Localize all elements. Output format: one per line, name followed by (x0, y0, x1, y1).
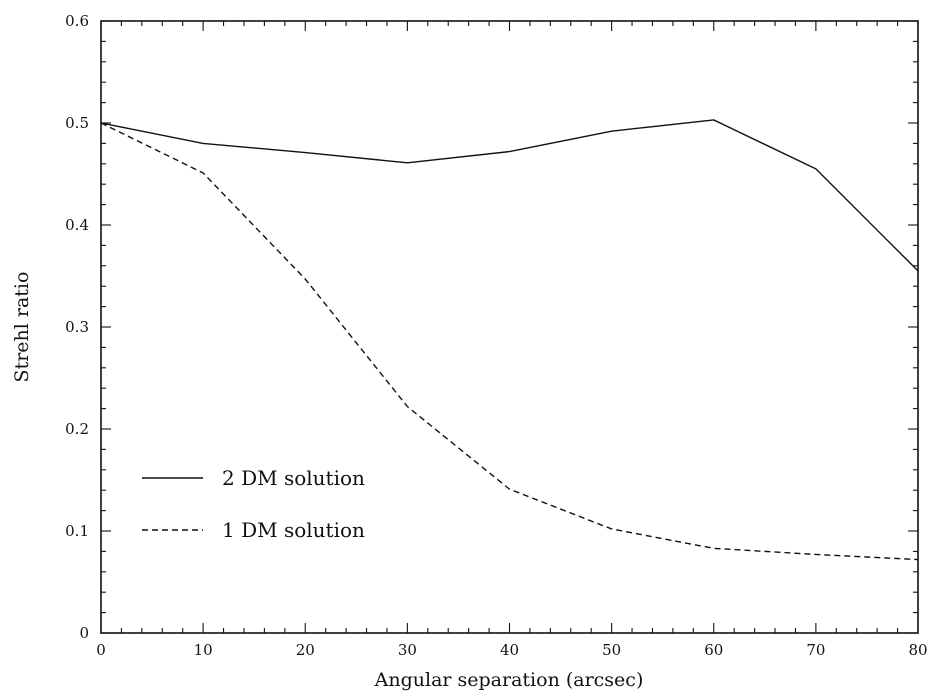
x-axis-title: Angular separation (arcsec) (374, 669, 644, 691)
y-tick-label: 0.6 (65, 12, 89, 30)
x-tick-label: 80 (908, 641, 927, 659)
legend-label-1: 2 DM solution (222, 466, 365, 490)
y-tick-label: 0.3 (65, 318, 89, 336)
series-lines (100, 119, 919, 561)
tick-labels: 0 10 20 30 40 50 60 70 80 0 0.1 0.2 0.3 0.4 0.5 0.6 (65, 12, 927, 659)
y-tick-label: 0.5 (65, 114, 89, 132)
legend: 2 DM solution 1 DM solution (142, 466, 365, 542)
y-tick-label: 0.1 (65, 522, 89, 540)
y-tick-label: 0 (79, 624, 89, 642)
series-line-1 (100, 119, 919, 272)
series-line-2 (100, 122, 919, 561)
legend-label-2: 1 DM solution (222, 518, 365, 542)
x-tick-label: 40 (500, 641, 519, 659)
x-tick-label: 30 (398, 641, 417, 659)
y-tick-label: 0.4 (65, 216, 89, 234)
x-tick-label: 10 (194, 641, 213, 659)
x-tick-label: 0 (96, 641, 106, 659)
x-tick-label: 50 (602, 641, 621, 659)
y-axis-title: Strehl ratio (11, 272, 33, 383)
x-tick-label: 60 (704, 641, 723, 659)
axis-ticks (100, 20, 919, 634)
x-tick-label: 20 (296, 641, 315, 659)
y-tick-label: 0.2 (65, 420, 89, 438)
x-tick-label: 70 (806, 641, 825, 659)
